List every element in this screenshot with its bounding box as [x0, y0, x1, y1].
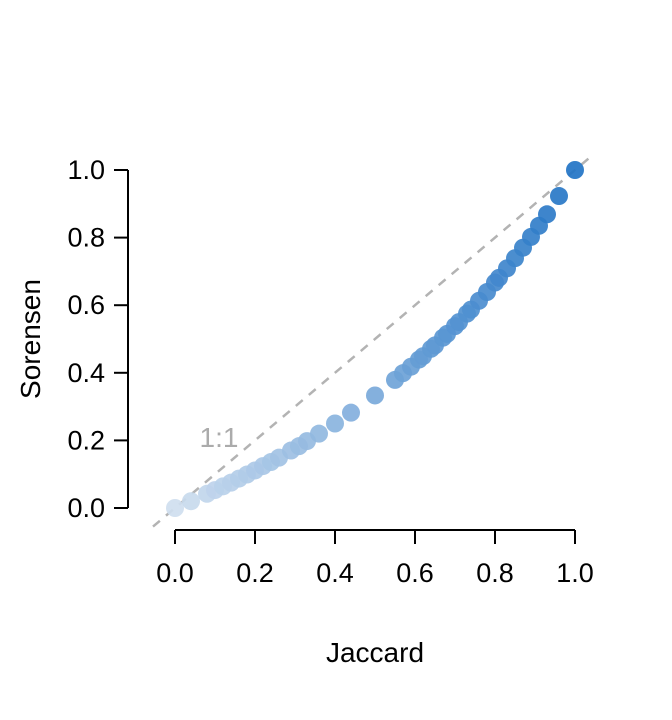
x-axis-title: Jaccard — [326, 637, 424, 668]
y-axis: 0.0 0.2 0.4 0.6 0.8 1.0 — [67, 155, 129, 523]
data-point — [310, 424, 328, 443]
x-axis-tick-label: 0.6 — [396, 558, 434, 588]
data-point — [326, 414, 344, 433]
data-points-layer — [166, 161, 584, 517]
y-axis-tick-label: 0.6 — [67, 290, 105, 320]
x-axis: 0.0 0.2 0.4 0.6 0.8 1.0 — [156, 529, 594, 588]
x-axis-tick-label: 0.0 — [156, 558, 194, 588]
y-axis-tick-label: 0.4 — [67, 358, 105, 388]
x-axis-tick-label: 0.8 — [476, 558, 514, 588]
y-axis-tick-label: 1.0 — [67, 155, 105, 185]
data-point — [342, 403, 360, 422]
data-point — [550, 187, 568, 206]
y-axis-tick-label: 0.8 — [67, 223, 105, 253]
x-axis-tick-label: 1.0 — [556, 558, 594, 588]
x-axis-tick-label: 0.2 — [236, 558, 274, 588]
data-point — [166, 499, 184, 517]
identity-line-label: 1:1 — [200, 422, 239, 453]
y-axis-title: Sorensen — [15, 279, 46, 399]
y-axis-tick-label: 0.2 — [67, 425, 105, 455]
identity-line — [152, 153, 594, 528]
y-axis-tick-label: 0.0 — [67, 493, 105, 523]
x-axis-tick-label: 0.4 — [316, 558, 354, 588]
data-point — [182, 492, 200, 511]
data-point — [566, 161, 584, 179]
identity-reference-line-layer: 1:1 — [152, 153, 594, 528]
data-point — [366, 386, 384, 405]
data-point — [538, 205, 556, 224]
